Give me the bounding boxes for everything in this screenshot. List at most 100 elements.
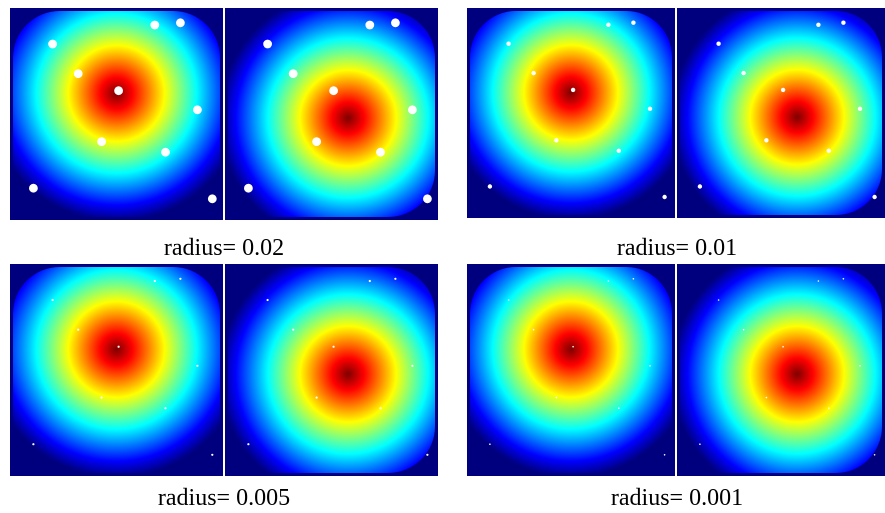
field-right <box>677 8 885 218</box>
particle-marker <box>532 328 535 331</box>
field-heatmap-right <box>680 267 882 473</box>
particle-marker <box>244 183 253 193</box>
particle-marker <box>312 137 321 147</box>
particle-marker <box>607 280 610 282</box>
field-divider <box>223 264 225 476</box>
field-pair-1 <box>467 8 885 218</box>
particle-marker <box>29 183 38 193</box>
particle-marker <box>315 396 318 399</box>
particle-marker <box>764 138 769 143</box>
panel-radius-0.001 <box>467 264 885 476</box>
panel-radius-0.005 <box>10 264 438 476</box>
particle-marker <box>288 69 298 79</box>
particle-marker <box>632 278 635 280</box>
particle-marker <box>506 41 511 46</box>
field-pair-0 <box>10 8 438 220</box>
particle-marker <box>176 18 185 28</box>
particle-marker <box>73 69 83 79</box>
particle-marker <box>531 70 536 76</box>
particle-marker <box>618 407 620 409</box>
field-left <box>467 8 675 218</box>
particle-marker <box>394 277 397 280</box>
particle-marker <box>717 299 720 301</box>
particle-marker <box>570 87 576 93</box>
particle-marker <box>97 137 106 147</box>
field-pair-2 <box>10 264 438 476</box>
field-divider <box>675 264 677 476</box>
particle-marker <box>780 87 786 93</box>
particle-marker <box>193 105 202 115</box>
particle-marker <box>742 328 745 331</box>
particle-marker <box>150 20 160 30</box>
particle-marker <box>329 86 338 96</box>
particle-marker <box>741 70 746 76</box>
particle-marker <box>716 41 721 46</box>
particle-marker <box>408 105 417 115</box>
particle-marker <box>117 345 120 348</box>
particle-marker <box>859 365 861 367</box>
particle-marker <box>828 407 830 409</box>
particle-marker <box>555 396 558 399</box>
particle-marker <box>292 328 295 331</box>
particle-marker <box>365 20 375 30</box>
particle-marker <box>606 22 611 27</box>
field-left <box>467 264 675 476</box>
caption-radius-0.02: radius= 0.02 <box>163 235 285 261</box>
particle-marker <box>263 39 272 49</box>
field-heatmap-right <box>228 11 435 217</box>
panel-radius-0.01 <box>467 8 885 218</box>
particle-marker <box>426 453 429 456</box>
particle-marker <box>817 280 820 282</box>
particle-marker <box>161 147 170 157</box>
particle-marker <box>631 20 636 25</box>
particle-marker <box>489 443 491 445</box>
field-left <box>10 8 223 220</box>
particle-marker <box>32 443 35 446</box>
particle-marker <box>164 407 167 410</box>
field-pair-3 <box>467 264 885 476</box>
particle-marker <box>100 396 103 399</box>
particle-marker <box>782 345 784 348</box>
panel-radius-0.02 <box>10 8 438 220</box>
particle-marker <box>872 194 877 200</box>
particle-marker <box>77 328 80 331</box>
particle-marker <box>649 365 651 367</box>
particle-marker <box>153 279 156 283</box>
particle-marker <box>379 407 382 410</box>
field-right <box>225 264 438 476</box>
particle-marker <box>554 138 559 143</box>
field-right <box>225 8 438 220</box>
field-left <box>10 264 223 476</box>
field-heatmap-left <box>470 267 672 473</box>
particle-marker <box>114 86 123 96</box>
particle-marker <box>487 184 493 189</box>
particle-marker <box>368 279 371 283</box>
particle-marker <box>423 194 432 204</box>
particle-marker <box>699 443 701 445</box>
particle-marker <box>816 22 821 27</box>
field-heatmap-left <box>13 267 220 473</box>
particle-marker <box>662 194 667 200</box>
particle-marker <box>826 148 831 153</box>
particle-marker <box>616 148 621 153</box>
caption-radius-0.001: radius= 0.001 <box>610 485 744 511</box>
particle-marker <box>332 345 335 348</box>
field-right <box>677 264 885 476</box>
particle-marker <box>507 299 510 301</box>
particle-marker <box>207 194 217 204</box>
particle-marker <box>48 39 57 49</box>
particle-marker <box>376 147 385 157</box>
particle-marker <box>842 278 845 280</box>
particle-marker <box>572 345 574 348</box>
particle-marker <box>179 277 182 280</box>
field-heatmap-left <box>13 11 220 217</box>
particle-marker <box>873 454 876 456</box>
particle-marker <box>211 453 214 456</box>
particle-marker <box>391 18 400 28</box>
field-heatmap-left <box>470 11 672 215</box>
particle-marker <box>663 454 666 456</box>
caption-radius-0.005: radius= 0.005 <box>157 485 291 511</box>
field-divider <box>675 8 677 218</box>
particle-marker <box>697 184 703 189</box>
particle-marker <box>51 298 54 302</box>
